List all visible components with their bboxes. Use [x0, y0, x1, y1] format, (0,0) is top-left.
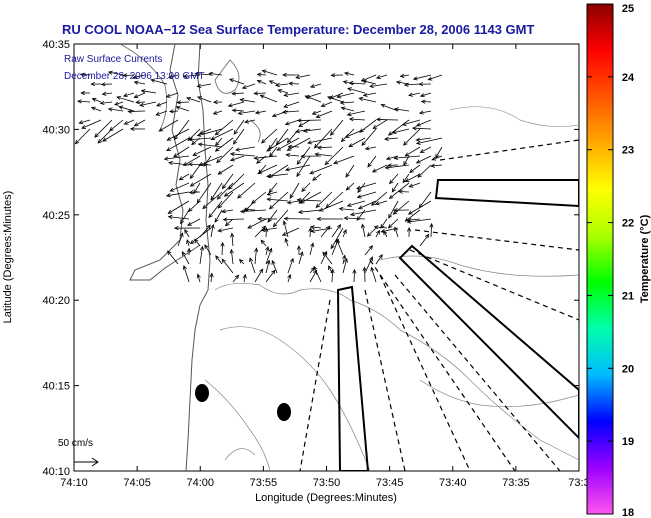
scale-label: 50 cm/s: [58, 438, 93, 449]
x-axis-label: Longitude (Degrees:Minutes): [255, 492, 397, 504]
x-tick-label: 73:35: [502, 477, 530, 489]
y-tick-label: 40:35: [42, 39, 70, 51]
colorbar-tick-label: 24: [622, 72, 635, 84]
colorbar-tick-label: 20: [622, 363, 634, 375]
x-tick-label: 73:55: [250, 477, 278, 489]
station-marker-2: [277, 403, 291, 421]
radar-beam-southeast: [398, 244, 579, 440]
colorbar-ticks: 25 24 23 22 21 20 19 18: [587, 3, 635, 518]
x-tick-label: 73:50: [313, 477, 341, 489]
bathymetry-contour-2: [219, 326, 371, 471]
x-tick-label: 73:45: [376, 477, 404, 489]
bathymetry-contour-6: [449, 106, 579, 127]
y-axis-ticks: 40:35 40:30 40:25 40:20 40:15 40:10: [42, 39, 579, 478]
temperature-colorbar: [587, 4, 613, 514]
x-tick-label: 74:00: [186, 477, 214, 489]
y-tick-label: 40:15: [42, 381, 70, 393]
radar-beam-east: [434, 179, 579, 208]
colorbar-tick-label: 19: [622, 436, 634, 448]
bathymetry-contour-1: [214, 283, 579, 461]
station-marker-1: [195, 384, 209, 402]
overlay-label: Raw Surface Currents: [64, 54, 162, 65]
y-tick-label: 40:10: [42, 466, 70, 478]
colorbar-tick-label: 23: [622, 145, 634, 157]
scale-arrow-head: [91, 457, 99, 467]
colorbar-tick-label: 21: [622, 290, 634, 302]
y-axis-label: Latitude (Degrees:Minutes): [2, 191, 14, 324]
colorbar-gradient: [587, 4, 613, 514]
overlay-time: December 28, 2006 13:00 GMT: [64, 71, 205, 82]
current-vectors: [74, 69, 443, 283]
y-tick-label: 40:30: [42, 124, 70, 136]
x-tick-label: 73:40: [439, 477, 467, 489]
land-outline: [119, 44, 261, 143]
bathymetry-contour-4: [379, 255, 579, 277]
radar-beam-south: [336, 285, 370, 471]
y-tick-label: 40:25: [42, 210, 70, 222]
x-tick-label: 74:10: [60, 477, 88, 489]
colorbar-tick-label: 22: [622, 218, 634, 230]
x-tick-label: 74:05: [123, 477, 151, 489]
colorbar-frame: [586, 3, 614, 515]
colorbar-tick-label: 25: [622, 3, 634, 15]
bathymetry-contour-3: [204, 379, 271, 471]
colorbar-label: Temperature (°C): [639, 214, 651, 303]
x-tick-label: 73:3: [568, 477, 589, 489]
colorbar-tick-label: 18: [622, 507, 634, 518]
x-axis-ticks: 74:10 74:05 74:00 73:55 73:50 73:45 73:40 73:35…: [60, 44, 590, 489]
y-tick-label: 40:20: [42, 295, 70, 307]
radar-radials: [299, 139, 579, 471]
